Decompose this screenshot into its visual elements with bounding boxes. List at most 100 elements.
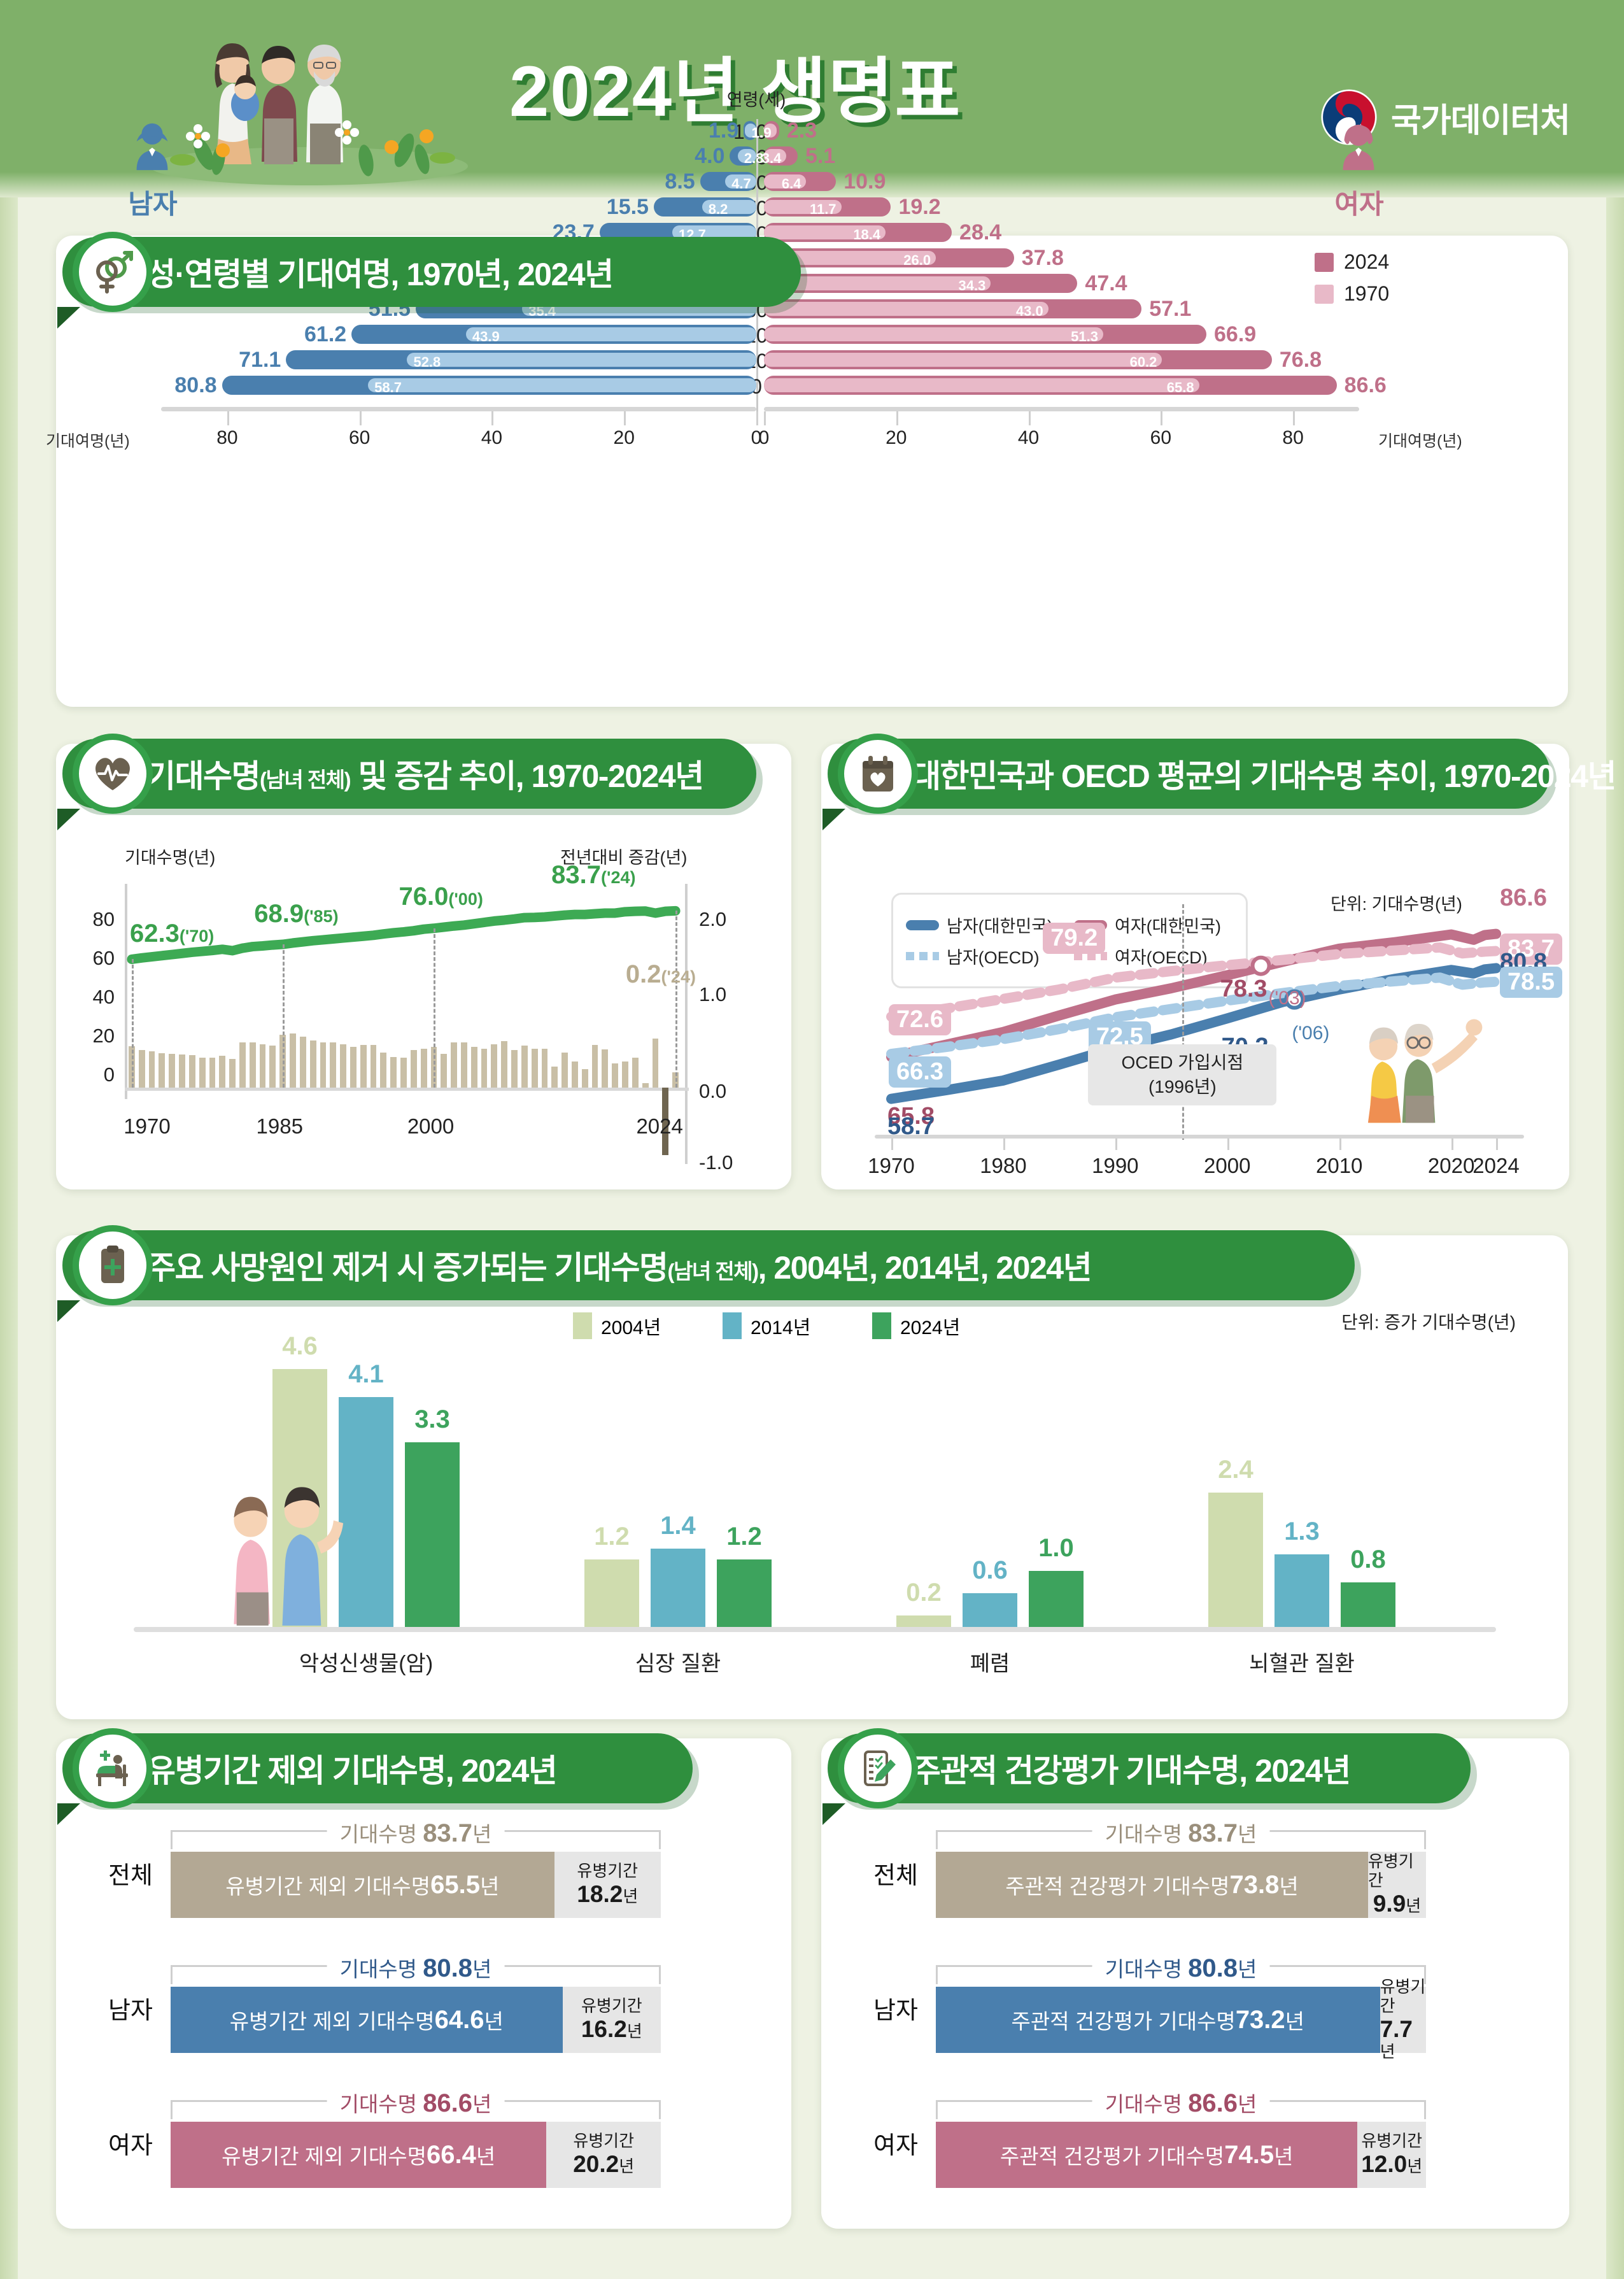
section-header-4: 주요 사망원인 제거 시 증가되는 기대수명(남녀 전체), 2004년, 20… bbox=[57, 1225, 1355, 1322]
row-brace: 기대수명 80.8년 bbox=[171, 1952, 661, 1984]
brand-name: 국가데이터처 bbox=[1390, 102, 1571, 139]
female-bar-1970 bbox=[764, 225, 886, 239]
row-name: 여자 bbox=[108, 2133, 153, 2159]
male-value-1970: 52.8 bbox=[413, 354, 441, 370]
legend-swatch-male-korea bbox=[906, 919, 939, 930]
row-name: 남자 bbox=[873, 1998, 918, 2024]
row-main-segment: 주관적 건강평가 기대수명 73.2 년 bbox=[936, 1987, 1380, 2053]
trend-delta-bar bbox=[259, 1044, 266, 1088]
male-avatar-icon bbox=[136, 123, 168, 171]
row-brace-label: 기대수명 86.6년 bbox=[327, 2087, 505, 2118]
cause-category-label: 폐렴 bbox=[970, 1652, 1010, 1676]
male-value-2024: 4.0 bbox=[695, 144, 725, 168]
female-bar-1970 bbox=[764, 378, 1199, 392]
oecd-x-tick bbox=[1227, 1139, 1229, 1150]
row-total-label: 기대수명 bbox=[339, 2092, 423, 2116]
axis-tick bbox=[756, 411, 758, 425]
row-total-unit: 년 bbox=[472, 1822, 492, 1846]
healthy-row: 남자 기대수명 80.8년 주관적 건강평가 기대수명 73.2 년 유병기간 7.7년 bbox=[861, 1951, 1459, 2061]
trend-annotation: 76.0('00) bbox=[399, 883, 483, 911]
female-legend-item-1: 1970 bbox=[1315, 282, 1389, 306]
cause-bar bbox=[1274, 1554, 1329, 1627]
oecd-label-cross-year-female: ('03) bbox=[1268, 987, 1306, 1009]
cause-bar bbox=[1029, 1571, 1084, 1627]
row-brace: 기대수명 83.7년 bbox=[171, 1817, 661, 1849]
row-side-segment: 유병기간 7.7년 bbox=[1380, 1977, 1426, 2061]
female-value-2024: 37.8 bbox=[1021, 246, 1064, 270]
axis-tick-label: 0 bbox=[758, 427, 770, 448]
cause-bar bbox=[339, 1397, 393, 1627]
male-bar-1970 bbox=[407, 353, 756, 367]
row-total-unit: 년 bbox=[1238, 1957, 1257, 1981]
row-side-segment: 유병기간 16.2년 bbox=[562, 1987, 661, 2053]
female-value-2024: 66.9 bbox=[1214, 322, 1257, 346]
oecd-x-tick bbox=[1115, 1139, 1117, 1150]
oecd-x-tick bbox=[1339, 1139, 1341, 1150]
oecd-label-female-oecd-1990: 79.2 bbox=[1043, 923, 1106, 955]
axis-tick-label: 40 bbox=[1017, 427, 1040, 448]
oecd-x-label: 2010 bbox=[1315, 1154, 1363, 1177]
legend-male-korea: 남자(대한민국) bbox=[906, 912, 1065, 937]
trend-guide-line bbox=[283, 944, 285, 1088]
trend-annotation-year: ('24) bbox=[601, 868, 636, 888]
row-main-label: 주관적 건강평가 기대수명 bbox=[1005, 1875, 1230, 1898]
row-name: 여자 bbox=[873, 2133, 918, 2159]
trend-delta-bar bbox=[430, 1047, 437, 1088]
trend-delta-bar bbox=[521, 1045, 528, 1088]
row-brace: 기대수명 80.8년 bbox=[936, 1952, 1426, 1984]
oecd-join-note-line1: OCED 가입시점 bbox=[1121, 1053, 1244, 1072]
oecd-join-note: OCED 가입시점 (1996년) bbox=[1088, 1044, 1277, 1105]
trend-delta-bar bbox=[672, 1072, 679, 1088]
female-value-1970: 18.4 bbox=[853, 227, 881, 243]
trend-right-axis bbox=[685, 884, 688, 1164]
row-total-value: 80.8 bbox=[423, 1954, 473, 1982]
gender-symbols-icon bbox=[73, 232, 153, 312]
legend-label: 2014년 bbox=[751, 1317, 811, 1338]
trend-panel bbox=[56, 744, 791, 1189]
cause-bar bbox=[717, 1559, 772, 1627]
trend-guide-line bbox=[131, 959, 134, 1088]
healthy-row: 전체 기대수명 83.7년 유병기간 제외 기대수명 65.5 년 유병기간 18.2년 bbox=[95, 1816, 694, 1924]
axis-tick bbox=[896, 411, 898, 425]
section-title-2-main: 기대수명 bbox=[146, 758, 261, 794]
legend-male-oecd: 남자(OECD) bbox=[906, 944, 1065, 969]
row-main-value: 66.4 bbox=[427, 2140, 476, 2169]
row-side-value: 18.2 bbox=[577, 1880, 623, 1907]
axis-tick-label: 20 bbox=[613, 427, 635, 448]
trend-y-right-label: -1.0 bbox=[699, 1151, 733, 1174]
row-side-segment: 유병기간 18.2년 bbox=[554, 1852, 661, 1918]
female-value-1970: 60.2 bbox=[1129, 354, 1157, 370]
legend-swatch-male-oecd bbox=[906, 952, 939, 960]
row-main-value: 65.5 bbox=[430, 1870, 480, 1899]
oecd-label-female-korea-2000: 78.3 bbox=[1220, 975, 1267, 1002]
section-title-4-main: 주요 사망원인 제거 시 증가되는 기대수명 bbox=[146, 1250, 668, 1286]
oecd-unit-caption: 단위: 기대수명(년) bbox=[1331, 895, 1462, 914]
axis-tick bbox=[227, 411, 229, 425]
section-title-5: 유병기간 제외 기대수명, 2024년 bbox=[146, 1753, 558, 1789]
row-main-segment: 유병기간 제외 기대수명 65.5 년 bbox=[171, 1852, 554, 1918]
legend-label: 2004년 bbox=[601, 1317, 661, 1338]
trend-delta-bar bbox=[340, 1044, 346, 1088]
row-bar: 주관적 건강평가 기대수명 73.2 년 유병기간 7.7년 bbox=[936, 1977, 1426, 2061]
trend-x-label: 2000 bbox=[407, 1114, 455, 1138]
row-total-label: 기대수명 bbox=[339, 1822, 423, 1846]
axis-tick-label: 80 bbox=[216, 427, 238, 448]
male-bar-1970 bbox=[368, 378, 756, 392]
cause-unit-caption: 단위: 증가 기대수명(년) bbox=[1341, 1312, 1516, 1332]
cause-legend-item-1: 2014년 bbox=[723, 1312, 810, 1340]
trend-annotation-value: 76.0 bbox=[399, 882, 449, 911]
female-value-1970: 51.3 bbox=[1071, 329, 1098, 344]
legend-label: 2024년 bbox=[900, 1317, 961, 1338]
trend-delta-bar bbox=[551, 1066, 558, 1088]
axis-tick-label: 60 bbox=[348, 427, 371, 448]
row-total-label: 기대수명 bbox=[339, 1957, 423, 1981]
row-bar: 유병기간 제외 기대수명 66.4 년 유병기간 20.2년 bbox=[171, 2122, 661, 2188]
trend-delta-bar bbox=[511, 1050, 518, 1088]
trend-annotation-year: ('24) bbox=[661, 967, 696, 986]
female-value-2024: 47.4 bbox=[1085, 271, 1127, 295]
couple-illustration bbox=[234, 1487, 344, 1626]
row-brace-label: 기대수명 83.7년 bbox=[1092, 1817, 1270, 1848]
trend-guide-line bbox=[675, 911, 678, 1088]
trend-annotation-year: ('85) bbox=[304, 907, 339, 927]
